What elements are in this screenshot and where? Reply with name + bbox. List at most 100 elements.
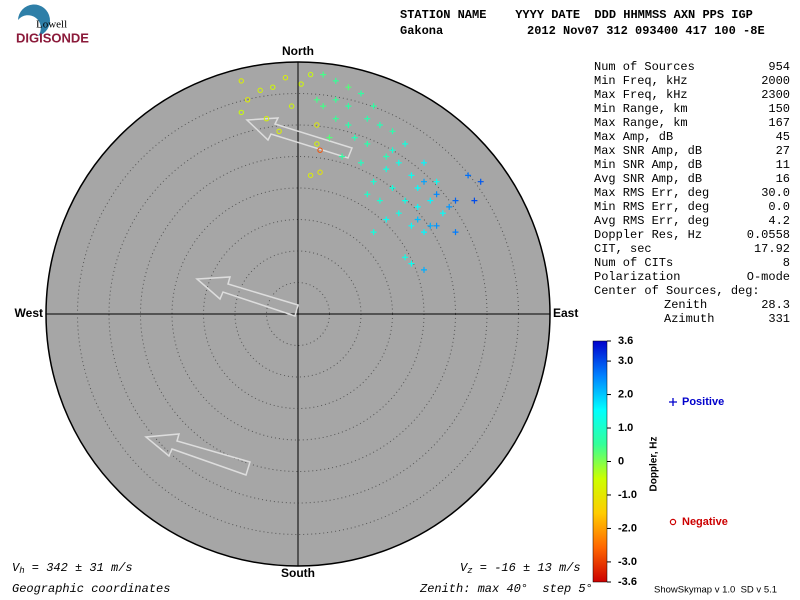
center-value: 28.3 [761, 298, 790, 312]
stat-value: 30.0 [761, 186, 790, 200]
positive-source [364, 191, 371, 198]
positive-source [427, 222, 434, 229]
positive-source [332, 77, 339, 84]
positive-source [408, 260, 415, 267]
stat-value: 17.92 [754, 242, 790, 256]
negative-source [298, 81, 304, 87]
positive-source [402, 197, 409, 204]
vh-label: Vh = 342 ± 31 m/s [12, 561, 133, 576]
stat-label: Min Freq, kHz [594, 74, 688, 88]
stat-label: Max Freq, kHz [594, 88, 688, 102]
logo-swoosh [18, 4, 50, 37]
center-title: Center of Sources, deg: [594, 284, 760, 298]
negative-source [289, 103, 295, 109]
positive-source [364, 140, 371, 147]
positive-source [452, 229, 459, 236]
center-label: Azimuth [664, 312, 714, 326]
vz-text: = -16 ± 13 m/s [473, 561, 581, 575]
stat-label: Num of Sources [594, 60, 695, 74]
positive-source [345, 84, 352, 91]
vz-label: Vz = -16 ± 13 m/s [460, 561, 581, 576]
stat-value: 16 [776, 172, 790, 186]
positive-source [389, 128, 396, 135]
center-label: Zenith [664, 298, 707, 312]
stat-label: Max SNR Amp, dB [594, 144, 702, 158]
positive-source [433, 178, 440, 185]
stat-label: Max Range, km [594, 116, 688, 130]
vh-sub: h [19, 566, 24, 576]
positive-source [376, 122, 383, 128]
positive-source [339, 153, 346, 160]
positive-source [364, 115, 371, 122]
stat-label: Max Amp, dB [594, 130, 673, 144]
negative-source [257, 87, 263, 94]
stat-label: Polarization [594, 270, 680, 284]
positive-source [370, 178, 377, 185]
negative-source [282, 75, 289, 81]
positive-source [395, 159, 402, 166]
colorbar-tick-label: -1.0 [618, 489, 637, 501]
south-label: South [281, 566, 315, 580]
positive-source [332, 96, 339, 103]
colorbar-tick-label: 3.6 [618, 335, 633, 347]
vz-sub: z [467, 566, 472, 576]
positive-source [351, 134, 358, 141]
colorbar-tick-label: -3.0 [618, 556, 637, 568]
positive-source [433, 191, 440, 198]
positive-source [395, 210, 402, 217]
positive-source [408, 222, 415, 229]
stat-value: 8 [783, 256, 790, 270]
vh-symbol: V [12, 561, 21, 575]
north-label: North [282, 44, 314, 58]
positive-source [370, 229, 377, 236]
positive-source [408, 172, 415, 179]
positive-source [383, 216, 390, 223]
stat-value: O-mode [747, 270, 790, 284]
colorbar-tick-label: 3.0 [618, 355, 633, 367]
negative-source [276, 128, 282, 135]
positive-source [414, 185, 421, 191]
stat-label: Avg RMS Err, deg [594, 214, 709, 228]
version: ShowSkymap v 1.0 SD v 5.1 [654, 585, 777, 596]
stat-value: 167 [768, 116, 790, 130]
stat-value: 11 [776, 158, 790, 172]
coordinates-note: Geographic coordinates [12, 582, 170, 596]
positive-source [358, 159, 364, 166]
legend-positive: Positive [682, 396, 724, 408]
stat-value: 2000 [761, 74, 790, 88]
center-value: 331 [768, 312, 790, 326]
positive-source [383, 153, 390, 160]
stat-label: Max RMS Err, deg [594, 186, 709, 200]
colorbar [592, 340, 608, 583]
stat-value: 0.0558 [747, 228, 790, 242]
positive-source [389, 147, 396, 154]
positive-source [402, 140, 409, 147]
colorbar-tick-label: -2.0 [618, 522, 637, 534]
positive-source [439, 210, 446, 217]
negative-source [244, 97, 251, 103]
stat-label: Min SNR Amp, dB [594, 158, 702, 172]
stat-value: 4.2 [768, 214, 790, 228]
positive-source [313, 96, 320, 103]
stat-label: CIT, sec [594, 242, 652, 256]
positive-source [402, 254, 409, 261]
east-label: East [553, 306, 578, 320]
velocity-arrows [144, 117, 353, 476]
stat-label: Min Range, km [594, 102, 688, 116]
negative-source [238, 78, 245, 84]
colorbar-title: Doppler, Hz [649, 436, 660, 491]
stat-label: Avg SNR Amp, dB [594, 172, 702, 186]
negative-source [270, 84, 276, 90]
logo-bottom: DIGISONDE [16, 30, 89, 45]
header-values: 2012 Nov07 312 093400 417 100 -8E [527, 24, 765, 38]
positive-source [414, 203, 421, 210]
vh-text: = 342 ± 31 m/s [25, 561, 133, 575]
positive-source [421, 159, 427, 166]
stat-value: 2300 [761, 88, 790, 102]
positive-source [320, 103, 327, 110]
legend-positive-mark [669, 398, 677, 406]
negative-source [307, 172, 314, 179]
negative-source [238, 109, 245, 116]
west-label: West [15, 306, 43, 320]
